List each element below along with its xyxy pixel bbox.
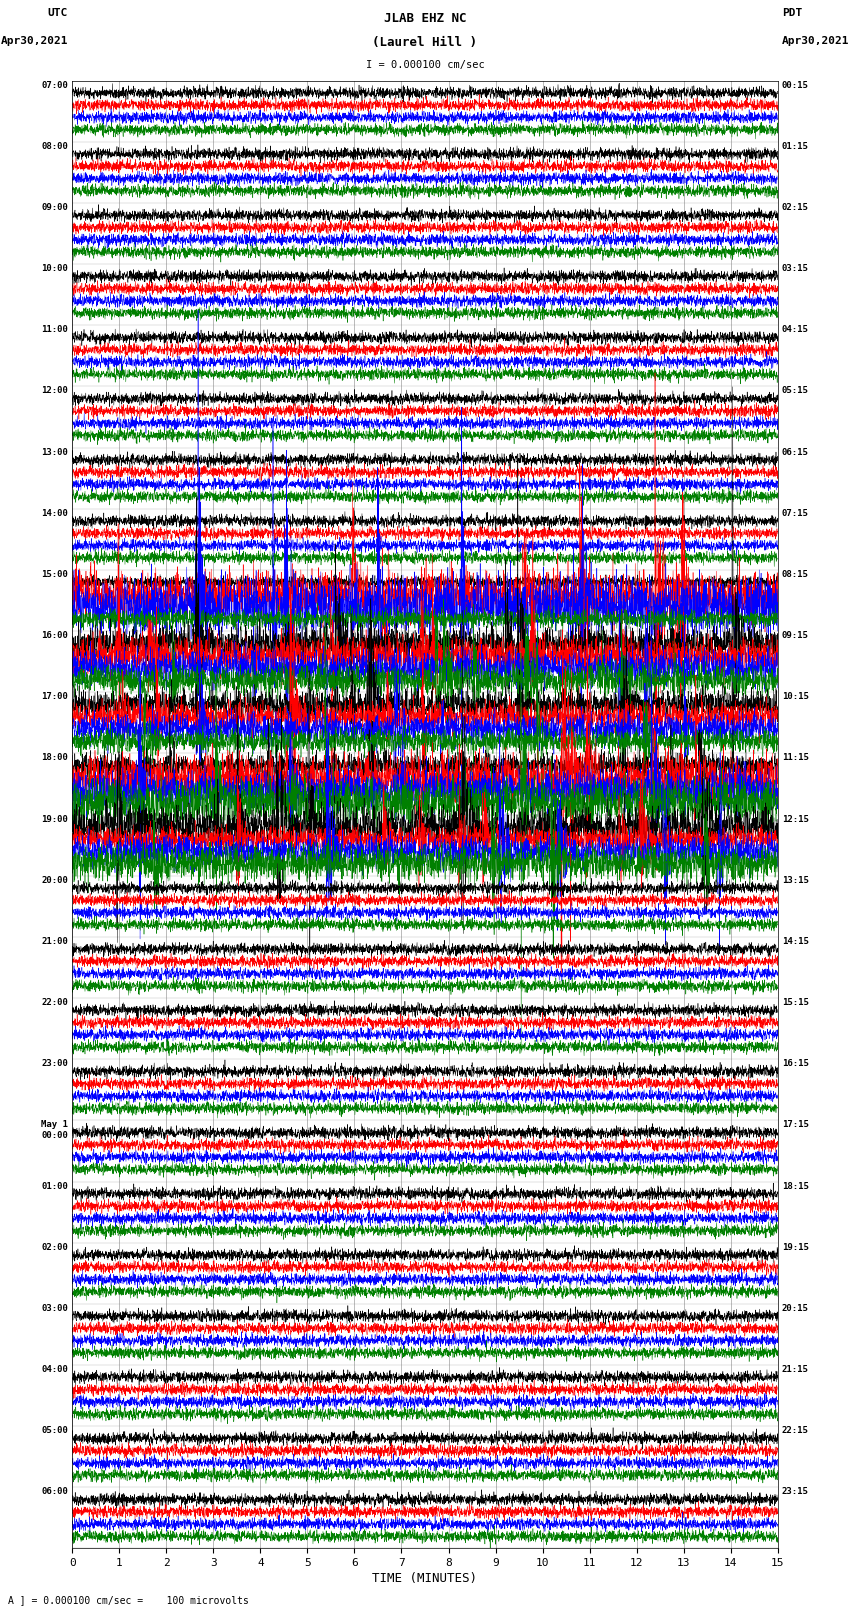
X-axis label: TIME (MINUTES): TIME (MINUTES) — [372, 1573, 478, 1586]
Text: A ] = 0.000100 cm/sec =    100 microvolts: A ] = 0.000100 cm/sec = 100 microvolts — [8, 1595, 249, 1605]
Text: 02:00: 02:00 — [41, 1242, 68, 1252]
Text: 05:15: 05:15 — [782, 387, 809, 395]
Text: 13:15: 13:15 — [782, 876, 809, 884]
Text: 01:15: 01:15 — [782, 142, 809, 150]
Text: 09:15: 09:15 — [782, 631, 809, 640]
Text: 17:15: 17:15 — [782, 1121, 809, 1129]
Text: 16:00: 16:00 — [41, 631, 68, 640]
Text: 20:00: 20:00 — [41, 876, 68, 884]
Text: 15:00: 15:00 — [41, 569, 68, 579]
Text: 09:00: 09:00 — [41, 203, 68, 211]
Text: 14:00: 14:00 — [41, 508, 68, 518]
Text: PDT: PDT — [782, 8, 802, 18]
Text: 17:00: 17:00 — [41, 692, 68, 702]
Text: I = 0.000100 cm/sec: I = 0.000100 cm/sec — [366, 60, 484, 71]
Text: 08:15: 08:15 — [782, 569, 809, 579]
Text: 02:15: 02:15 — [782, 203, 809, 211]
Text: Apr30,2021: Apr30,2021 — [782, 37, 849, 47]
Text: 11:00: 11:00 — [41, 326, 68, 334]
Text: May 1
00:00: May 1 00:00 — [41, 1121, 68, 1140]
Text: 00:15: 00:15 — [782, 81, 809, 90]
Text: 03:15: 03:15 — [782, 265, 809, 273]
Text: 15:15: 15:15 — [782, 998, 809, 1007]
Text: 03:00: 03:00 — [41, 1303, 68, 1313]
Text: 10:15: 10:15 — [782, 692, 809, 702]
Text: 21:00: 21:00 — [41, 937, 68, 945]
Text: 16:15: 16:15 — [782, 1060, 809, 1068]
Text: 12:15: 12:15 — [782, 815, 809, 824]
Text: 06:15: 06:15 — [782, 448, 809, 456]
Text: JLAB EHZ NC: JLAB EHZ NC — [383, 11, 467, 26]
Text: 08:00: 08:00 — [41, 142, 68, 150]
Text: 22:15: 22:15 — [782, 1426, 809, 1436]
Text: 06:00: 06:00 — [41, 1487, 68, 1497]
Text: 04:00: 04:00 — [41, 1365, 68, 1374]
Text: 05:00: 05:00 — [41, 1426, 68, 1436]
Text: 20:15: 20:15 — [782, 1303, 809, 1313]
Text: UTC: UTC — [48, 8, 68, 18]
Text: 01:00: 01:00 — [41, 1181, 68, 1190]
Text: 12:00: 12:00 — [41, 387, 68, 395]
Text: 23:15: 23:15 — [782, 1487, 809, 1497]
Text: 19:00: 19:00 — [41, 815, 68, 824]
Text: 07:15: 07:15 — [782, 508, 809, 518]
Text: 18:15: 18:15 — [782, 1181, 809, 1190]
Text: 10:00: 10:00 — [41, 265, 68, 273]
Text: 13:00: 13:00 — [41, 448, 68, 456]
Text: Apr30,2021: Apr30,2021 — [1, 37, 68, 47]
Text: 21:15: 21:15 — [782, 1365, 809, 1374]
Text: 23:00: 23:00 — [41, 1060, 68, 1068]
Text: 07:00: 07:00 — [41, 81, 68, 90]
Text: 18:00: 18:00 — [41, 753, 68, 763]
Text: 14:15: 14:15 — [782, 937, 809, 945]
Text: 22:00: 22:00 — [41, 998, 68, 1007]
Text: (Laurel Hill ): (Laurel Hill ) — [372, 37, 478, 50]
Text: 04:15: 04:15 — [782, 326, 809, 334]
Text: 11:15: 11:15 — [782, 753, 809, 763]
Text: 19:15: 19:15 — [782, 1242, 809, 1252]
